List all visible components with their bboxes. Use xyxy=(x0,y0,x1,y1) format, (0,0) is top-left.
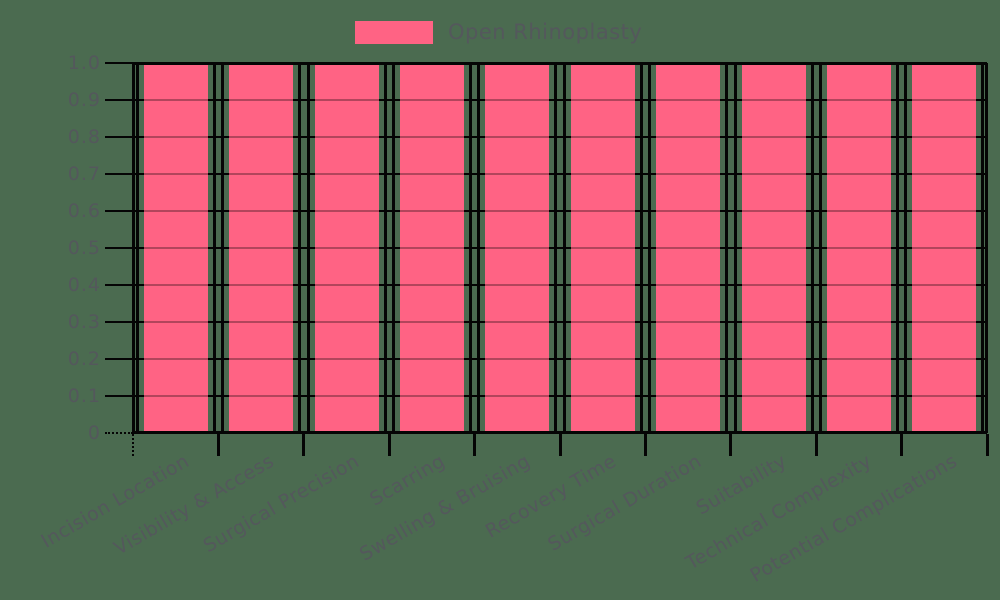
category-separator-line xyxy=(468,63,472,433)
y-gridline-overlay xyxy=(133,321,987,323)
y-gridline xyxy=(133,321,987,323)
y-gridline xyxy=(133,395,987,397)
bar[interactable] xyxy=(826,63,891,433)
category-separator-line xyxy=(810,63,814,433)
y-tick xyxy=(105,395,133,397)
category-separator-line xyxy=(298,63,302,433)
category-separator-line xyxy=(554,63,558,433)
bar[interactable] xyxy=(399,63,464,433)
y-tick-label: 0.8 xyxy=(67,126,101,148)
category-separator-line xyxy=(391,63,395,433)
bar[interactable] xyxy=(741,63,806,433)
y-gridline-overlay xyxy=(133,284,987,286)
x-tick xyxy=(729,434,733,456)
y-gridline xyxy=(133,136,987,138)
category-separator-line xyxy=(477,63,481,433)
y-tick xyxy=(105,284,133,286)
y-tick-label: 0.4 xyxy=(67,274,101,296)
x-axis-label: Visibility & Access xyxy=(110,450,279,560)
y-tick-label: 0.3 xyxy=(67,311,101,333)
y-gridline-overlay xyxy=(133,358,987,360)
y-tick-label: 0 xyxy=(87,422,101,444)
x-tick xyxy=(387,434,391,456)
y-tick-label: 0.2 xyxy=(67,348,101,370)
y-gridline xyxy=(133,210,987,212)
x-tick xyxy=(473,434,477,456)
legend-swatch xyxy=(355,20,433,44)
category-separator-line xyxy=(221,63,225,433)
category-separator-line xyxy=(981,63,985,433)
y-tick xyxy=(105,136,133,138)
right-spine xyxy=(985,63,988,433)
category-separator-line xyxy=(212,63,216,433)
y-tick-label: 0.9 xyxy=(67,89,101,111)
y-tick-label: 0.7 xyxy=(67,163,101,185)
y-gridline-overlay xyxy=(133,173,987,175)
legend-label: Open Rhinoplasty xyxy=(448,20,643,44)
y-tick-label: 0.5 xyxy=(67,237,101,259)
y-gridline xyxy=(133,247,987,249)
x-tick xyxy=(131,434,134,456)
y-tick-label: 0.6 xyxy=(67,200,101,222)
left-spine xyxy=(132,63,135,433)
category-separator-line xyxy=(562,63,566,433)
bar[interactable] xyxy=(314,63,379,433)
category-separator-line xyxy=(725,63,729,433)
x-tick xyxy=(558,434,562,456)
category-separator-line xyxy=(818,63,822,433)
origin-tick xyxy=(105,432,133,434)
y-gridline-overlay xyxy=(133,247,987,249)
x-tick xyxy=(643,434,647,456)
y-gridline xyxy=(133,358,987,360)
y-gridline-overlay xyxy=(133,210,987,212)
category-separator-line xyxy=(306,63,310,433)
y-tick xyxy=(105,247,133,249)
bar[interactable] xyxy=(570,63,635,433)
category-separator-line xyxy=(895,63,899,433)
y-gridline-overlay xyxy=(133,395,987,397)
category-separator-line xyxy=(135,63,139,433)
y-gridline xyxy=(133,99,987,101)
y-tick xyxy=(105,99,133,101)
category-separator-line xyxy=(733,63,737,433)
y-gridline xyxy=(133,284,987,286)
x-tick xyxy=(985,434,989,456)
x-axis-label: Surgical Duration xyxy=(543,450,706,556)
category-separator-line xyxy=(648,63,652,433)
y-tick xyxy=(105,358,133,360)
y-gridline-overlay xyxy=(133,99,987,101)
y-gridline-overlay xyxy=(133,136,987,138)
y-gridline xyxy=(133,173,987,175)
y-tick xyxy=(105,210,133,212)
x-axis-label: Surgical Precision xyxy=(199,450,364,558)
plot-area xyxy=(132,62,988,434)
x-tick xyxy=(302,434,306,456)
category-separator-line xyxy=(904,63,908,433)
top-spine xyxy=(133,62,987,65)
bar[interactable] xyxy=(143,63,208,433)
x-tick xyxy=(900,434,904,456)
legend[interactable]: Open Rhinoplasty xyxy=(355,20,642,44)
bar[interactable] xyxy=(485,63,550,433)
x-tick xyxy=(814,434,818,456)
y-tick xyxy=(105,321,133,323)
x-tick xyxy=(216,434,220,456)
y-tick-label: 0.1 xyxy=(67,385,101,407)
x-axis-line xyxy=(133,431,987,434)
y-tick xyxy=(105,173,133,175)
category-separator-line xyxy=(383,63,387,433)
bar[interactable] xyxy=(229,63,294,433)
bar[interactable] xyxy=(656,63,721,433)
bar[interactable] xyxy=(912,63,977,433)
y-tick-label: 1.0 xyxy=(67,52,101,74)
y-tick xyxy=(105,62,133,64)
category-separator-line xyxy=(639,63,643,433)
